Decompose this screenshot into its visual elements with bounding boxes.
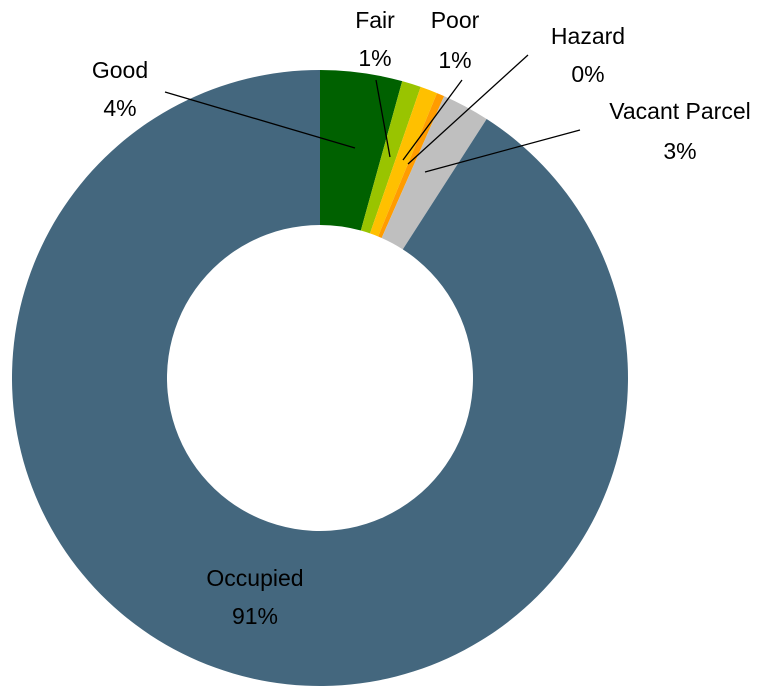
leader-line xyxy=(164,91,356,149)
slice-value-label: 0% xyxy=(571,61,604,87)
slice-label: Occupied xyxy=(206,565,303,591)
donut-slice xyxy=(370,86,437,237)
slice-label: Hazard xyxy=(551,23,625,49)
slice-label: Vacant Parcel xyxy=(609,98,750,124)
donut-slice xyxy=(381,96,487,250)
slice-value-label: 91% xyxy=(232,603,278,629)
slice-value-label: 1% xyxy=(438,47,471,73)
donut-slice xyxy=(11,70,628,686)
slice-value-label: 3% xyxy=(663,138,696,164)
donut-slice xyxy=(378,93,445,238)
leader-line xyxy=(402,79,463,161)
slice-label: Poor xyxy=(431,7,480,33)
slice-label: Good xyxy=(92,57,148,83)
leader-line xyxy=(375,79,391,158)
leader-line xyxy=(407,54,529,165)
slice-value-label: 4% xyxy=(103,95,136,121)
leader-line xyxy=(424,129,581,173)
donut-slice xyxy=(360,81,421,234)
slice-label: Fair xyxy=(355,7,395,33)
slice-value-label: 1% xyxy=(358,45,391,71)
